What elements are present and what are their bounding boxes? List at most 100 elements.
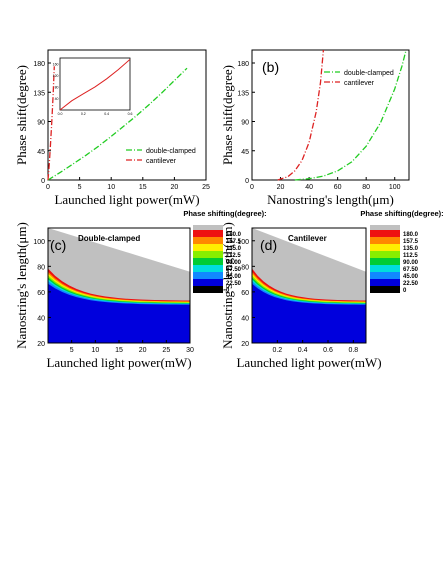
colorbar-level-label: 0 [403, 288, 407, 294]
heatmap-band-8 [48, 288, 190, 343]
colorbar-swatch [193, 265, 223, 272]
y-axis-label: Nanostring's length(μm) [14, 222, 29, 349]
x-tick-label: 100 [389, 184, 401, 191]
inset-y-tick-label: 120 [53, 74, 59, 78]
panel-label: (b) [262, 59, 279, 75]
y-tick-label: 60 [37, 290, 45, 297]
x-tick-label: 10 [107, 184, 115, 191]
colorbar-level-label: 90.00 [403, 260, 419, 266]
x-tick-label: 30 [186, 347, 194, 354]
colorbar-swatch [370, 279, 400, 286]
plot-frame [251, 227, 367, 344]
colorbar-level-label: 135.0 [403, 246, 419, 252]
x-tick-label: 0.2 [272, 347, 282, 354]
x-tick-label: 0 [46, 184, 50, 191]
y-tick-label: 135 [33, 90, 45, 97]
colorbar-level-label: 22.50 [226, 281, 242, 287]
y-tick-label: 80 [241, 264, 249, 271]
y-tick-label: 100 [237, 239, 249, 246]
legend-label: double-clamped [146, 148, 196, 155]
colorbar-swatch [370, 251, 400, 258]
colorbar-title: Phase shifting(degree): [360, 209, 443, 218]
x-tick-label: 20 [171, 184, 179, 191]
inset-x-tick-label: 0.0 [58, 112, 63, 116]
colorbar-level-label: 180.0 [403, 232, 419, 238]
y-tick-label: 40 [37, 315, 45, 322]
y-tick-label: 40 [241, 315, 249, 322]
x-tick-label: 20 [277, 184, 285, 191]
colorbar-swatch [193, 230, 223, 237]
inset-series-line [59, 59, 131, 111]
y-tick-label: 90 [241, 120, 249, 127]
panel-label: (c) [50, 237, 66, 253]
x-tick-label: 20 [139, 347, 147, 354]
y-tick-label: 180 [237, 61, 249, 68]
x-tick-label: 5 [70, 347, 74, 354]
colorbar-swatch [193, 251, 223, 258]
x-tick-label: 25 [162, 347, 170, 354]
panel-title: Cantilever [288, 234, 327, 243]
colorbar-swatch [370, 237, 400, 244]
x-axis-label: Nanostring's length(μm) [267, 192, 394, 207]
series-line-cantilever [47, 66, 55, 181]
plot-frame [251, 49, 410, 181]
colorbar-swatch [370, 244, 400, 251]
series-line-double-clamped [294, 49, 407, 181]
y-axis-label: Phase shift(degree) [14, 65, 29, 165]
inset-x-tick-label: 0.2 [81, 112, 86, 116]
y-tick-label: 45 [37, 149, 45, 156]
colorbar-level-label: 90.00 [226, 260, 242, 266]
y-tick-label: 0 [41, 178, 45, 185]
colorbar-swatch [193, 279, 223, 286]
series-line-double-clamped [47, 67, 188, 181]
heatmap-band-8 [252, 288, 366, 343]
colorbar-level-label: 45.00 [226, 274, 242, 280]
x-axis-label: Launched light power(mW) [236, 355, 381, 370]
x-tick-label: 0 [250, 184, 254, 191]
colorbar-level-label: 135.0 [226, 246, 242, 252]
x-tick-label: 10 [91, 347, 99, 354]
colorbar-title: Phase shifting(degree): [183, 209, 266, 218]
x-tick-label: 25 [202, 184, 210, 191]
x-tick-label: 0.4 [298, 347, 308, 354]
colorbar-swatch [193, 237, 223, 244]
y-tick-label: 100 [33, 239, 45, 246]
colorbar-level-label: 45.00 [403, 274, 419, 280]
x-tick-label: 15 [115, 347, 123, 354]
colorbar-level-label: 112.5 [226, 253, 241, 259]
x-axis-label: Launched light power(mW) [46, 355, 191, 370]
colorbar-swatch [193, 244, 223, 251]
inset-x-tick-label: 0.4 [104, 112, 109, 116]
legend-label: cantilever [344, 80, 375, 87]
x-tick-label: 60 [334, 184, 342, 191]
colorbar-level-label: 112.5 [403, 253, 418, 259]
inset-x-tick-label: 0.6 [128, 112, 133, 116]
y-tick-label: 90 [37, 120, 45, 127]
x-tick-label: 0.8 [348, 347, 358, 354]
colorbar-swatch [370, 265, 400, 272]
y-tick-label: 0 [245, 178, 249, 185]
x-tick-label: 0.6 [323, 347, 333, 354]
y-tick-label: 80 [37, 264, 45, 271]
plot-frame [47, 49, 207, 181]
colorbar-level-label: 180.0 [226, 232, 242, 238]
y-tick-label: 45 [241, 149, 249, 156]
x-tick-label: 5 [78, 184, 82, 191]
colorbar-swatch [370, 230, 400, 237]
y-tick-label: 135 [237, 90, 249, 97]
colorbar-swatch-top [370, 225, 400, 231]
x-tick-label: 40 [305, 184, 313, 191]
inset-y-tick-label: 80 [55, 85, 59, 89]
inset-y-tick-label: 160 [53, 62, 59, 66]
x-tick-label: 80 [362, 184, 370, 191]
y-tick-label: 20 [37, 341, 45, 348]
colorbar-swatch [193, 272, 223, 279]
colorbar-swatch [370, 272, 400, 279]
legend-label: cantilever [146, 158, 177, 165]
colorbar-level-label: 157.5 [403, 239, 419, 245]
series-line-cantilever [277, 49, 325, 181]
colorbar-swatch [193, 286, 223, 293]
x-axis-label: Launched light power(mW) [54, 192, 199, 207]
colorbar-swatch [370, 258, 400, 265]
